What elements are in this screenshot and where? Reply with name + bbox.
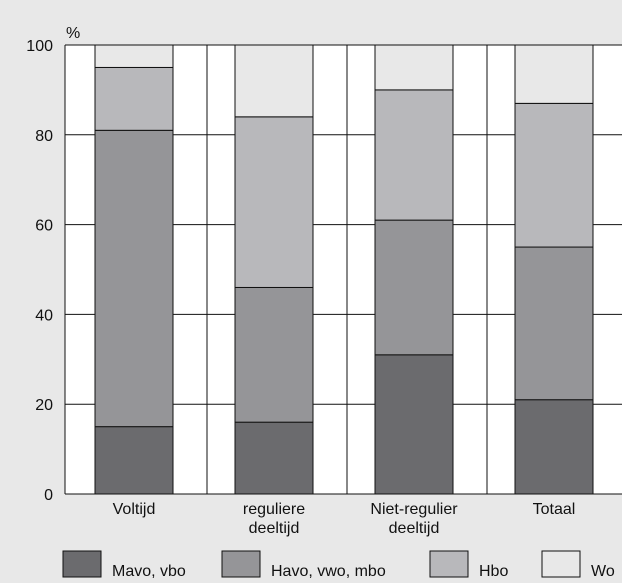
bar-segment [234,44,314,118]
legend-swatch [541,550,581,578]
bar-segment [514,399,594,495]
y-tick-label: 100 [26,38,53,55]
x-category-label: reguliere [243,501,305,518]
x-category-label: Niet-regulier [370,501,458,518]
x-category-label: deeltijd [389,520,440,537]
legend: Mavo, vbo Havo, vwo, mbo Hbo Wo [62,550,615,580]
bar-segment [514,102,594,248]
y-tick-label: 80 [35,128,53,145]
legend-swatch [429,550,469,578]
legend-swatch [62,550,102,578]
bar-segment [374,44,454,91]
bar-segment [94,129,174,428]
y-tick-label: 40 [35,307,53,324]
x-axis-labels: Voltijd reguliere deeltijd Niet-regulier dee… [113,501,576,537]
bar-segment [374,219,454,356]
legend-swatch [221,550,261,578]
bar-segment [234,421,314,495]
y-tick-label: 20 [35,397,53,414]
bar-segment [94,426,174,495]
y-axis: % 0 20 40 60 80 100 [26,25,622,504]
bar-segment [94,66,174,131]
legend-label: Havo, vwo, mbo [271,563,386,580]
legend-label: Wo [591,563,615,580]
bar-segment [234,116,314,288]
bar-segment [94,44,174,68]
bar-segment [374,89,454,221]
bar-segment [234,286,314,423]
y-unit-label: % [66,25,80,42]
x-category-label: Voltijd [113,501,156,518]
bar-segment [374,354,454,495]
bars [94,44,594,495]
y-tick-label: 60 [35,218,53,235]
bar-segment [514,44,594,104]
x-category-label: deeltijd [249,520,300,537]
x-category-label: Totaal [533,501,576,518]
legend-label: Mavo, vbo [112,563,186,580]
bar-segment [514,246,594,401]
legend-label: Hbo [479,563,508,580]
y-tick-label: 0 [44,487,53,504]
